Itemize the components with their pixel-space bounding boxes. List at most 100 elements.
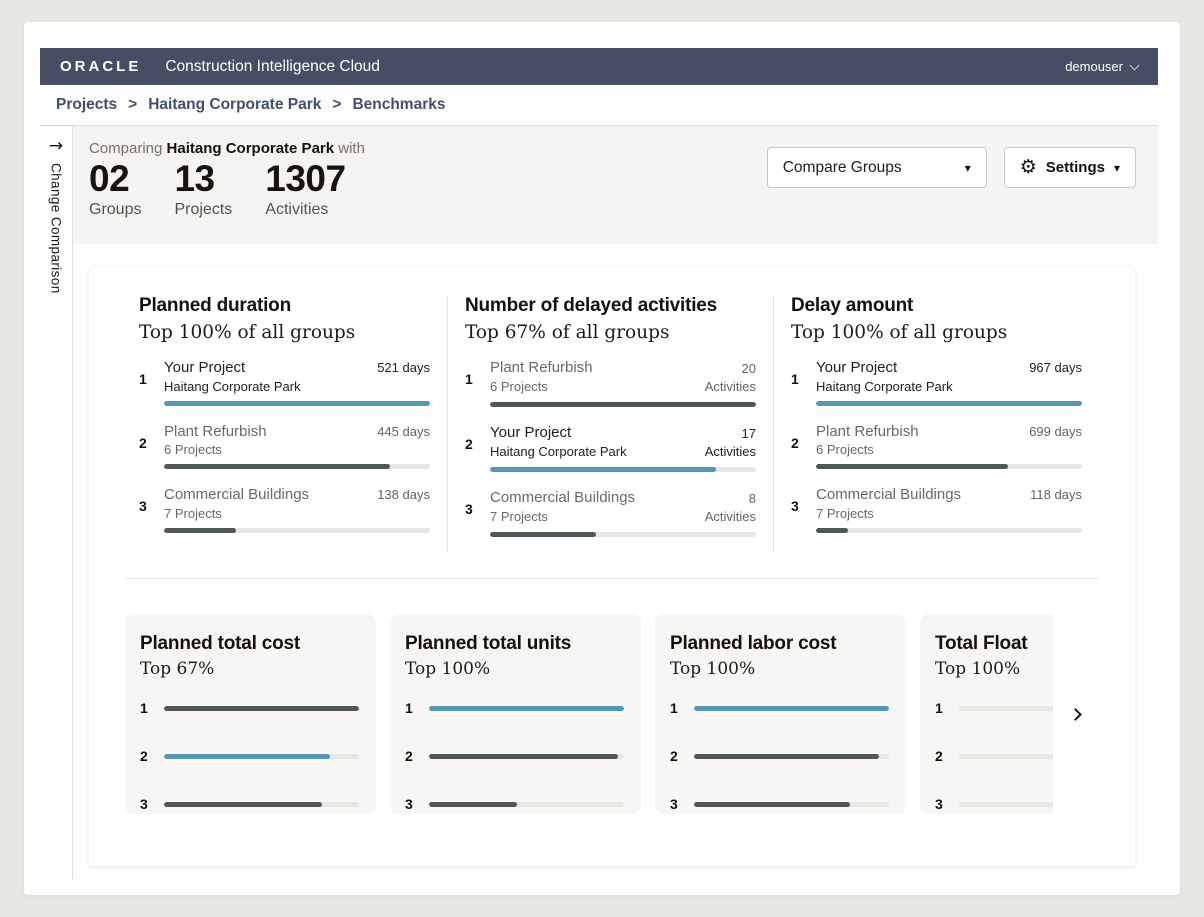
user-menu[interactable]: demouser bbox=[1065, 59, 1140, 74]
rank-number: 3 bbox=[139, 498, 147, 514]
progress-bar bbox=[816, 527, 1082, 533]
header-controls: Compare Groups ▾ ⚙ Settings ▾ bbox=[766, 126, 1136, 244]
rank-number: 1 bbox=[139, 371, 147, 387]
mini-card-total-float[interactable]: Total Float Top 100% 1 2 bbox=[920, 614, 1053, 815]
benchmark-row[interactable]: 2 Plant Refurbish 6 Projects 445 da bbox=[139, 422, 430, 469]
group-subtitle: Haitang Corporate Park bbox=[816, 378, 953, 394]
rank-number: 1 bbox=[405, 700, 413, 717]
benchmark-row[interactable]: 3 Commercial Buildings 7 Projects 1 bbox=[139, 485, 430, 533]
benchmark-columns: Planned duration Top 100% of all groups … bbox=[89, 268, 1135, 554]
mini-card-planned-total-units[interactable]: Planned total units Top 100% 1 2 bbox=[390, 614, 641, 815]
benchmark-row-body: Plant Refurbish 6 Projects 20 Activities bbox=[490, 358, 756, 408]
benchmark-title: Number of delayed activities bbox=[465, 295, 718, 316]
page-body: → Change Comparison Comparing Haitang Co… bbox=[40, 126, 1158, 879]
group-subtitle: 6 Projects bbox=[490, 378, 548, 394]
rank-number: 2 bbox=[670, 748, 678, 765]
benchmark-subtitle: Top 67% of all groups bbox=[465, 322, 670, 343]
progress-bar bbox=[816, 400, 1082, 406]
chevron-down-icon bbox=[1129, 60, 1140, 70]
progress-bar bbox=[959, 753, 1053, 759]
settings-label: Settings bbox=[1045, 159, 1105, 176]
mini-bar-list: 1 2 3 bbox=[935, 700, 1053, 812]
breadcrumb-benchmarks[interactable]: Benchmarks bbox=[352, 96, 446, 113]
rank-number: 3 bbox=[935, 796, 943, 813]
mini-card-planned-labor-cost[interactable]: Planned labor cost Top 100% 1 2 bbox=[655, 614, 906, 815]
group-name: Your Project bbox=[164, 359, 246, 376]
benchmark-row-body: Your Project Haitang Corporate Park 521 … bbox=[164, 358, 430, 406]
metric-value: 138 days bbox=[377, 487, 430, 502]
stat-groups: 02 Groups bbox=[89, 158, 141, 219]
stat-activities-value: 1307 bbox=[265, 158, 346, 199]
benchmark-delayed-activities: Number of delayed activities Top 67% of … bbox=[448, 295, 774, 554]
chevron-right-icon bbox=[1068, 707, 1082, 721]
metric-carousel: Planned total cost Top 67% 1 2 bbox=[89, 614, 1135, 815]
comparison-header: Comparing Haitang Corporate Park with 02… bbox=[73, 126, 1158, 244]
app-title: Construction Intelligence Cloud bbox=[165, 57, 380, 75]
app-window: ORACLE Construction Intelligence Cloud d… bbox=[24, 22, 1180, 895]
rank-number: 2 bbox=[935, 748, 943, 765]
caret-down-icon: ▾ bbox=[964, 160, 971, 175]
mini-card-planned-total-cost[interactable]: Planned total cost Top 67% 1 2 bbox=[125, 614, 376, 815]
group-subtitle: Haitang Corporate Park bbox=[164, 378, 301, 394]
benchmark-title: Delay amount bbox=[791, 295, 914, 316]
breadcrumb-separator: > bbox=[128, 96, 138, 113]
benchmark-row[interactable]: 3 Commercial Buildings 7 Projects 1 bbox=[791, 485, 1082, 533]
progress-bar bbox=[694, 753, 889, 759]
metric-value: 521 days bbox=[377, 360, 430, 375]
metric-value: 967 days bbox=[1029, 360, 1082, 375]
progress-bar bbox=[490, 402, 756, 408]
caret-down-icon: ▾ bbox=[1113, 160, 1120, 175]
progress-bar bbox=[694, 801, 889, 807]
mini-card-subtitle: Top 67% bbox=[140, 659, 215, 680]
progress-bar bbox=[429, 705, 624, 711]
progress-bar bbox=[164, 527, 430, 533]
gear-icon: ⚙ bbox=[1019, 156, 1037, 178]
rank-number: 2 bbox=[140, 748, 148, 765]
rank-number: 3 bbox=[670, 796, 678, 813]
stat-groups-value: 02 bbox=[89, 158, 130, 199]
stat-activities-label: Activities bbox=[265, 200, 329, 218]
content-column: Comparing Haitang Corporate Park with 02… bbox=[73, 126, 1158, 879]
benchmark-list: 1 Your Project Haitang Corporate Park bbox=[791, 358, 1082, 533]
stat-projects: 13 Projects bbox=[174, 158, 232, 219]
progress-bar bbox=[959, 801, 1053, 807]
progress-bar bbox=[694, 705, 889, 711]
benchmark-row[interactable]: 3 Commercial Buildings 7 Projects 8 bbox=[465, 488, 756, 538]
progress-bar bbox=[164, 753, 359, 759]
compare-groups-dropdown[interactable]: Compare Groups ▾ bbox=[766, 147, 987, 188]
progress-bar bbox=[164, 400, 430, 406]
mini-card-subtitle: Top 100% bbox=[670, 659, 756, 680]
metric-value: 17 Activities bbox=[704, 426, 756, 459]
benchmark-row[interactable]: 1 Your Project Haitang Corporate Park bbox=[791, 358, 1082, 406]
rank-number: 3 bbox=[405, 796, 413, 813]
group-name: Commercial Buildings bbox=[816, 486, 962, 503]
change-comparison-rail[interactable]: → Change Comparison bbox=[40, 126, 73, 879]
benchmark-row[interactable]: 1 Plant Refurbish 6 Projects 20 Act bbox=[465, 358, 756, 408]
progress-bar bbox=[959, 705, 1053, 711]
metric-value: 445 days bbox=[377, 423, 430, 439]
change-comparison-label[interactable]: Change Comparison bbox=[48, 163, 64, 294]
benchmark-title: Planned duration bbox=[139, 295, 291, 316]
rank-number: 1 bbox=[140, 700, 148, 717]
oracle-logo[interactable]: ORACLE bbox=[60, 58, 142, 75]
group-name: Plant Refurbish bbox=[490, 359, 593, 376]
group-name: Plant Refurbish bbox=[816, 422, 919, 440]
comparing-suffix: with bbox=[338, 140, 365, 157]
benchmark-list: 1 Your Project Haitang Corporate Park bbox=[139, 358, 430, 533]
group-name: Your Project bbox=[816, 359, 898, 376]
group-subtitle: 7 Projects bbox=[816, 505, 874, 521]
breadcrumb-projects[interactable]: Projects bbox=[56, 96, 118, 113]
carousel-next-button[interactable] bbox=[1064, 701, 1090, 727]
benchmark-row[interactable]: 1 Your Project Haitang Corporate Park bbox=[139, 358, 430, 406]
benchmark-row[interactable]: 2 Your Project Haitang Corporate Park bbox=[465, 423, 756, 473]
mini-bar-list: 1 2 3 bbox=[405, 700, 624, 812]
benchmark-row-body: Plant Refurbish 6 Projects 699 days bbox=[816, 422, 1082, 469]
section-divider bbox=[125, 578, 1099, 580]
expand-arrow-icon[interactable]: → bbox=[48, 136, 64, 156]
mini-bar-list: 1 2 3 bbox=[670, 700, 889, 812]
progress-bar bbox=[164, 705, 359, 711]
breadcrumb-project-name[interactable]: Haitang Corporate Park bbox=[148, 96, 322, 113]
settings-button[interactable]: ⚙ Settings ▾ bbox=[1003, 147, 1136, 188]
stat-groups-label: Groups bbox=[89, 200, 142, 218]
benchmark-row[interactable]: 2 Plant Refurbish 6 Projects 699 da bbox=[791, 422, 1082, 469]
